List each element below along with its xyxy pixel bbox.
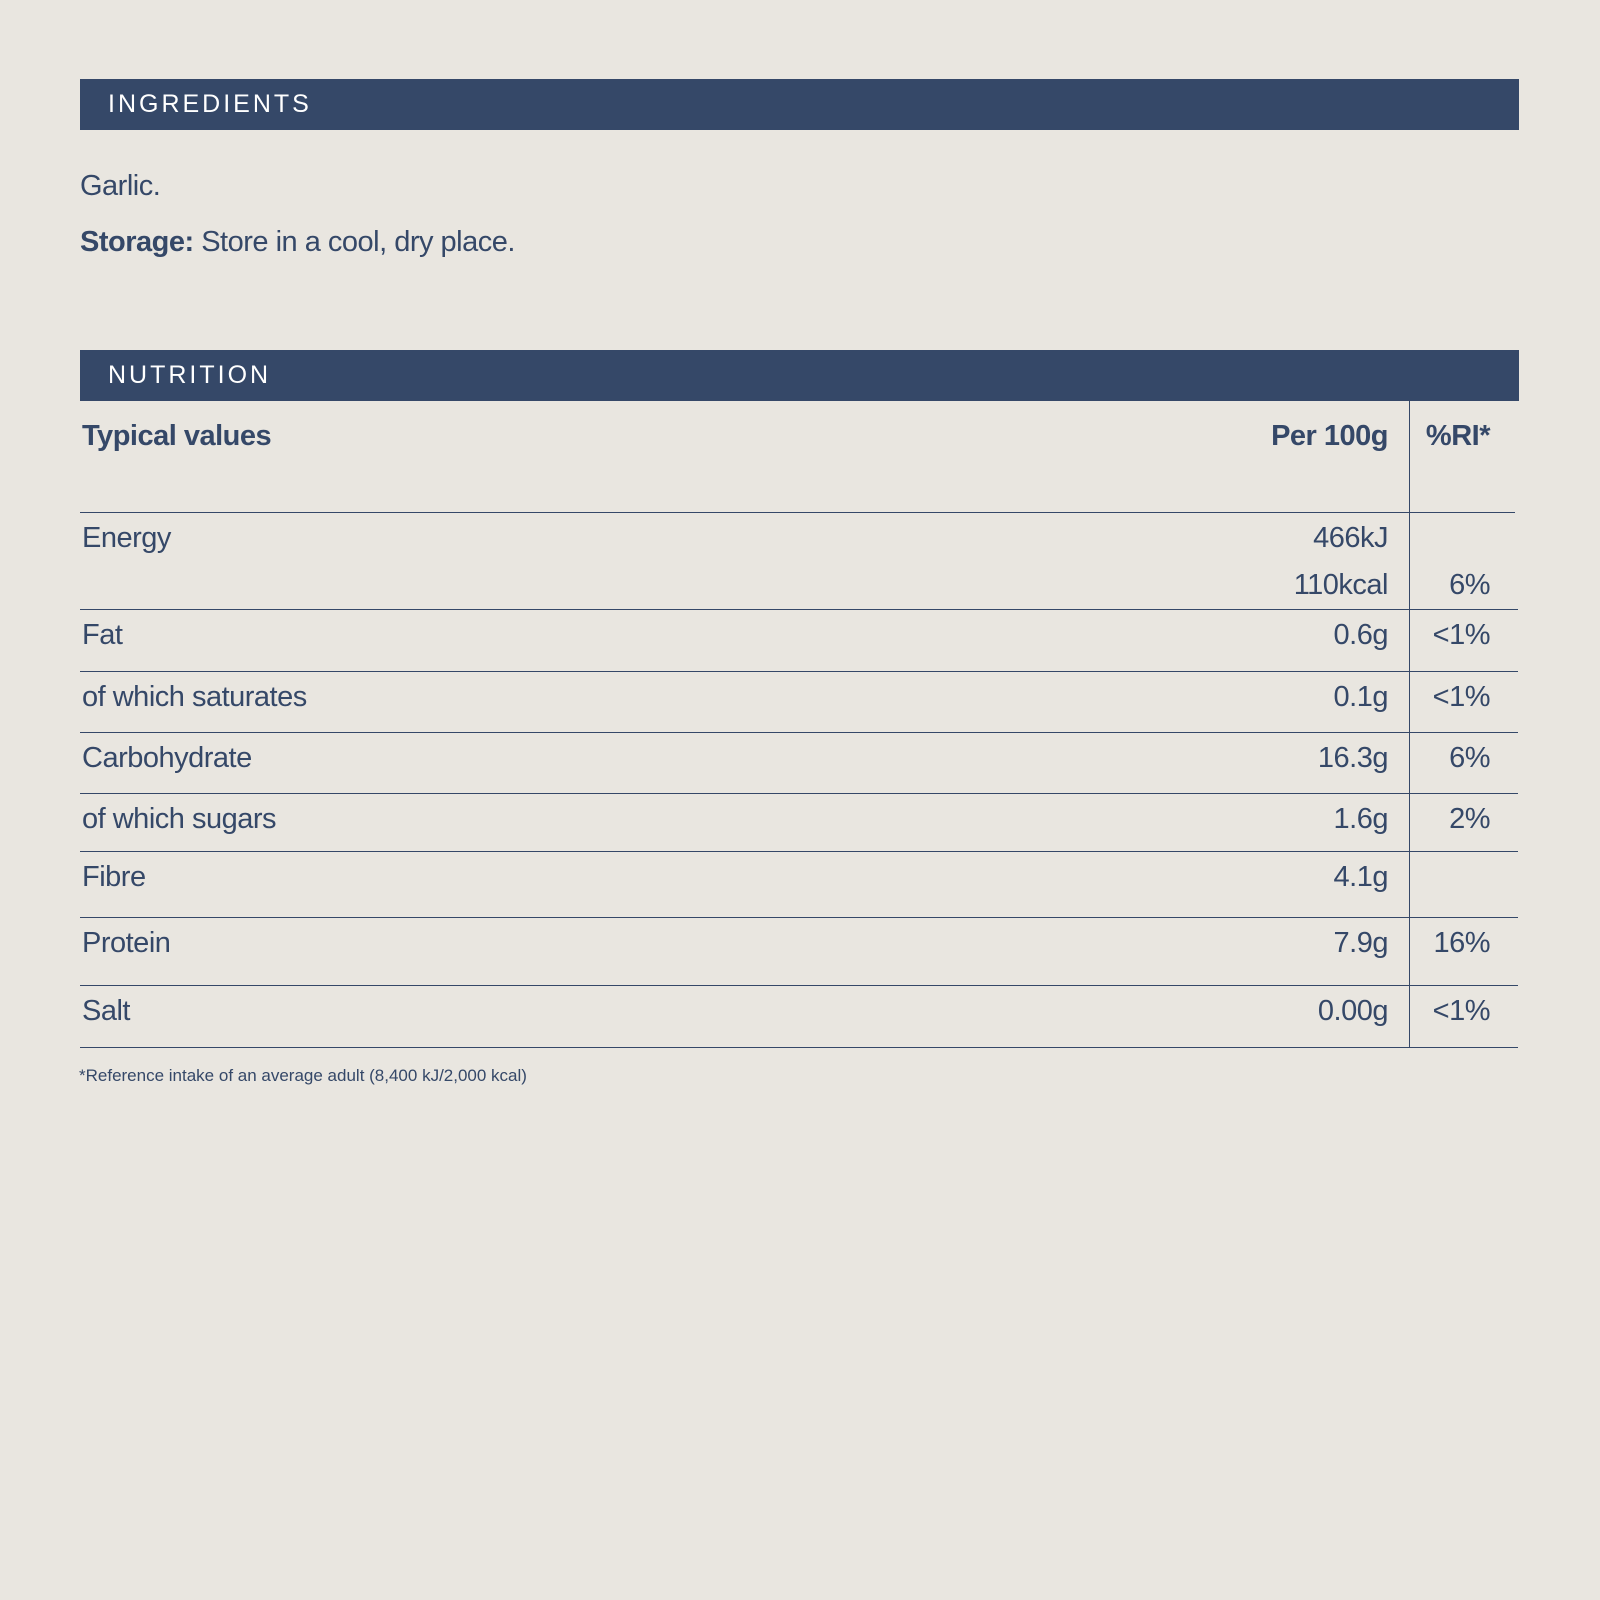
column-header: Per 100g: [1271, 420, 1388, 452]
row-divider: [80, 917, 1518, 918]
storage: Storage: Store in a cool, dry place.: [80, 226, 515, 259]
nutrient-name: Fat: [82, 619, 123, 651]
row-divider: [80, 1047, 1518, 1048]
row-divider: [80, 732, 1518, 733]
footnote: *Reference intake of an average adult (8…: [79, 1066, 527, 1085]
per-100g: 110kcal: [1293, 569, 1389, 601]
nutrient-name: Carbohydrate: [82, 742, 252, 774]
nutrient-name: Protein: [82, 927, 171, 959]
nutrient-name: Fibre: [82, 861, 146, 893]
row-divider: [80, 671, 1518, 672]
row-divider: [80, 609, 1518, 610]
ri: <1%: [1432, 619, 1491, 651]
ri: <1%: [1432, 995, 1491, 1027]
row-divider: [80, 985, 1518, 986]
ri: <1%: [1432, 681, 1491, 713]
row-divider: [80, 793, 1518, 794]
ingredients-heading: INGREDIENTS: [80, 79, 1519, 130]
row-divider: [80, 512, 1515, 513]
nutrition-heading: NUTRITION: [80, 350, 1519, 401]
ri: 2%: [1449, 803, 1490, 835]
column-divider: [1409, 400, 1410, 1047]
ri: 6%: [1449, 569, 1490, 601]
storage-label: Storage:: [80, 226, 194, 258]
nutrient-name: Energy: [82, 522, 171, 554]
column-header: %RI*: [1425, 420, 1491, 452]
per-100g: 7.9g: [1333, 927, 1389, 959]
per-100g: 0.1g: [1333, 681, 1389, 713]
per-100g: 16.3g: [1317, 742, 1389, 774]
storage-text: Store in a cool, dry place.: [201, 226, 515, 258]
ri: 6%: [1449, 742, 1490, 774]
column-header: Typical values: [82, 420, 272, 452]
nutrient-name: Salt: [82, 995, 130, 1027]
row-divider: [80, 851, 1518, 852]
nutrient-name: of which sugars: [82, 803, 277, 835]
ri: 16%: [1433, 927, 1490, 959]
per-100g: 0.00g: [1317, 995, 1389, 1027]
per-100g: 466kJ: [1313, 522, 1388, 554]
ingredients-text: Garlic.: [80, 170, 161, 202]
nutrient-name: of which saturates: [82, 681, 307, 713]
per-100g: 4.1g: [1333, 861, 1389, 893]
per-100g: 0.6g: [1333, 619, 1389, 651]
per-100g: 1.6g: [1333, 803, 1389, 835]
